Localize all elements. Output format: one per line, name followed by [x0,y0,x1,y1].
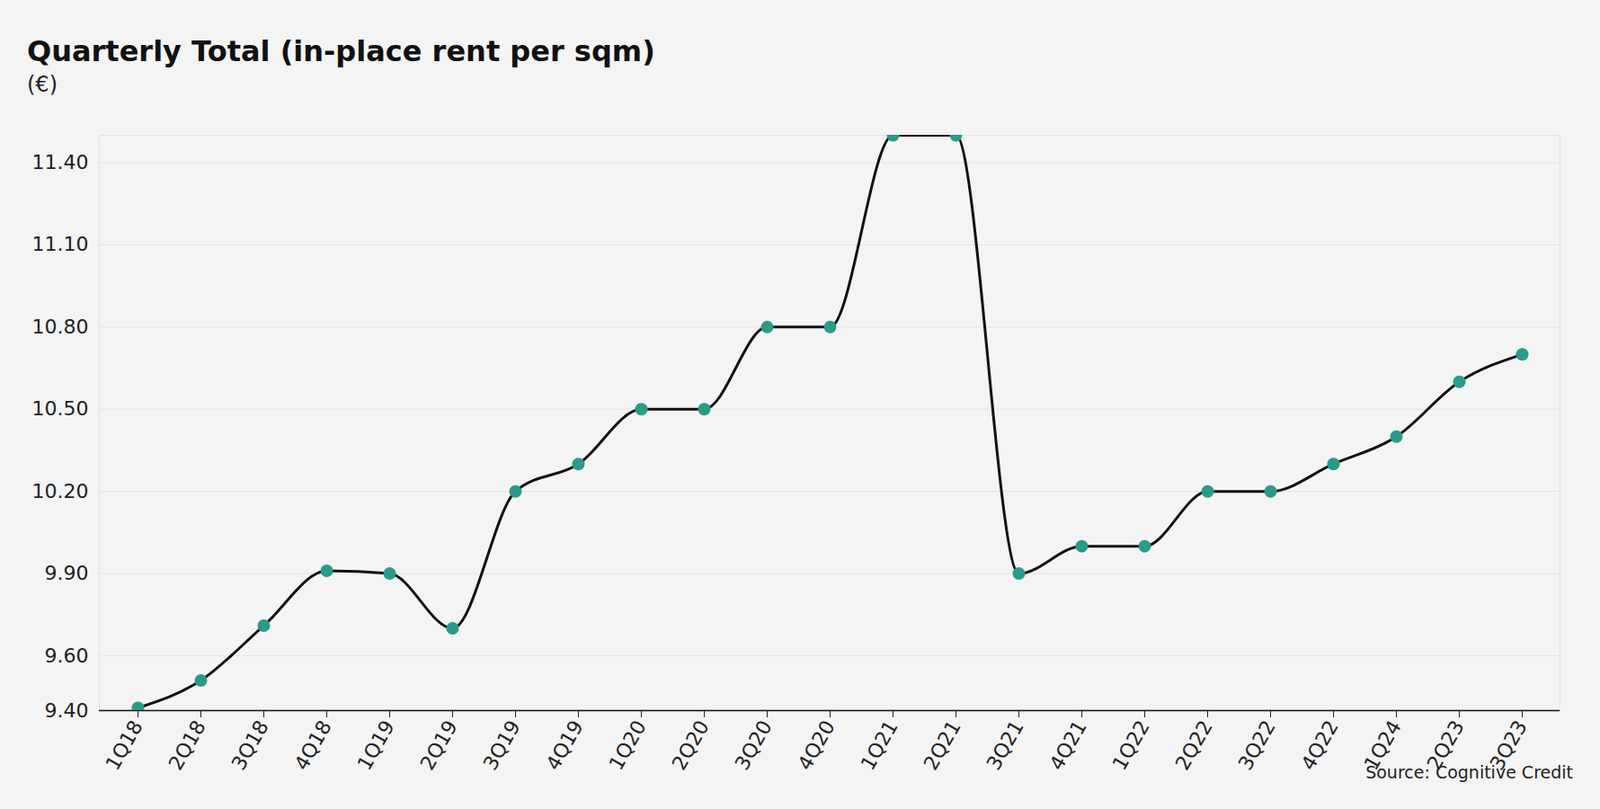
svg-text:3Q22: 3Q22 [1234,716,1280,774]
svg-text:2Q19: 2Q19 [416,716,463,774]
svg-text:1Q19: 1Q19 [353,716,400,774]
svg-text:9.90: 9.90 [44,561,89,585]
svg-text:3Q21: 3Q21 [982,716,1029,774]
html-text:Quarterly Total (in-place rent: Quarterly Total (in-place rent per sqm) [26,34,656,69]
svg-text:10.20: 10.20 [32,480,89,503]
svg-text:4Q20: 4Q20 [793,716,840,774]
svg-text:11.10: 11.10 [32,232,89,256]
svg-text:4Q19: 4Q19 [542,716,588,774]
svg-text:4Q22: 4Q22 [1297,716,1343,774]
svg-text:2Q18: 2Q18 [164,716,211,774]
svg-text:4Q18: 4Q18 [290,716,337,774]
svg-text:3Q23: 3Q23 [1485,716,1532,774]
svg-text:10.80: 10.80 [32,315,89,338]
svg-text:1Q18: 1Q18 [101,716,148,774]
svg-text:2Q21: 2Q21 [919,716,966,774]
svg-text:3Q18: 3Q18 [227,716,274,774]
html-text:Source: Cognitive Credit: Source: Cognitive Credit [1365,762,1574,783]
svg-text:1Q22: 1Q22 [1108,716,1155,774]
svg-text:2Q22: 2Q22 [1171,716,1218,774]
svg-text:9.40: 9.40 [44,699,89,722]
svg-text:3Q19: 3Q19 [479,716,525,774]
svg-text:1Q24: 1Q24 [1359,716,1406,774]
svg-text:1Q20: 1Q20 [604,716,651,774]
svg-text:11.40: 11.40 [32,151,89,174]
svg-text:9.60: 9.60 [44,644,89,667]
svg-text:2Q20: 2Q20 [667,716,714,774]
svg-text:3Q20: 3Q20 [730,716,777,774]
svg-text:4Q21: 4Q21 [1045,716,1092,774]
svg-text:2Q23: 2Q23 [1422,716,1469,774]
svg-text:1Q21: 1Q21 [856,716,903,774]
svg-text:10.50: 10.50 [32,397,89,420]
